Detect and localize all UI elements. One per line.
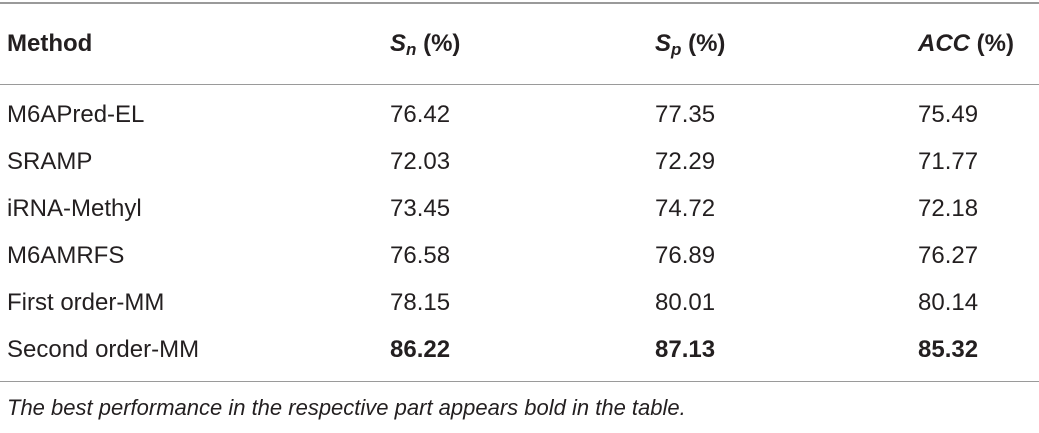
value-cell: 72.18 [918, 194, 979, 222]
value-cell: 77.35 [655, 100, 716, 128]
value-cell: 72.29 [655, 147, 716, 175]
header-cell: Sp (%) [655, 3, 918, 85]
value-cell: 86.22 [390, 335, 451, 363]
header-unit: (%) [976, 30, 1014, 57]
value-cell: 87.13 [655, 335, 716, 363]
header-unit: (%) [423, 30, 461, 57]
table-row: First order-MM 78.15 80.01 80.14 [0, 279, 1039, 326]
value-cell: 76.58 [390, 241, 451, 269]
method-cell: M6APred-EL [7, 100, 145, 128]
header-cell: Sn (%) [390, 3, 655, 85]
method-cell: M6AMRFS [7, 241, 125, 269]
header-cell: Method [0, 3, 390, 85]
method-cell: Second order-MM [7, 335, 200, 363]
header-symbol: S [390, 30, 407, 57]
method-cell: SRAMP [7, 147, 93, 175]
header-unit: (%) [688, 30, 726, 57]
value-cell: 73.45 [390, 194, 451, 222]
table-row: SRAMP 72.03 72.29 71.77 [0, 138, 1039, 185]
value-cell: 76.89 [655, 241, 716, 269]
table-body: M6APred-EL 76.42 77.35 75.49 SRAMP 72.03 72.29… [0, 85, 1039, 382]
header-symbol: Method [7, 30, 93, 57]
footnote: The best performance in the respective p… [7, 395, 686, 420]
value-cell: 72.03 [390, 147, 451, 175]
table-row: M6APred-EL 76.42 77.35 75.49 [0, 85, 1039, 139]
value-cell: 71.77 [918, 147, 979, 175]
table-row: iRNA-Methyl 73.45 74.72 72.18 [0, 185, 1039, 232]
header-cell: ACC (%) [918, 3, 1039, 85]
value-cell: 80.01 [655, 288, 716, 316]
method-cell: First order-MM [7, 288, 165, 316]
value-cell: 85.32 [918, 335, 979, 363]
table-row: M6AMRFS 76.58 76.89 76.27 [0, 232, 1039, 279]
header-symbol: S [655, 30, 672, 57]
header-symbol: ACC [918, 30, 970, 57]
value-cell: 76.27 [918, 241, 979, 269]
header-subscript: p [671, 40, 682, 59]
table: Method Sn (%) Sp (%) ACC (%) M6APred-EL 76.4… [0, 2, 1039, 382]
header-subscript: n [406, 40, 417, 59]
value-cell: 80.14 [918, 288, 979, 316]
header-row: Method Sn (%) Sp (%) ACC (%) [0, 3, 1039, 85]
value-cell: 74.72 [655, 194, 716, 222]
value-cell: 76.42 [390, 100, 451, 128]
value-cell: 78.15 [390, 288, 451, 316]
table-row: Second order-MM 86.22 87.13 85.32 [0, 326, 1039, 382]
value-cell: 75.49 [918, 100, 979, 128]
method-cell: iRNA-Methyl [7, 194, 142, 222]
